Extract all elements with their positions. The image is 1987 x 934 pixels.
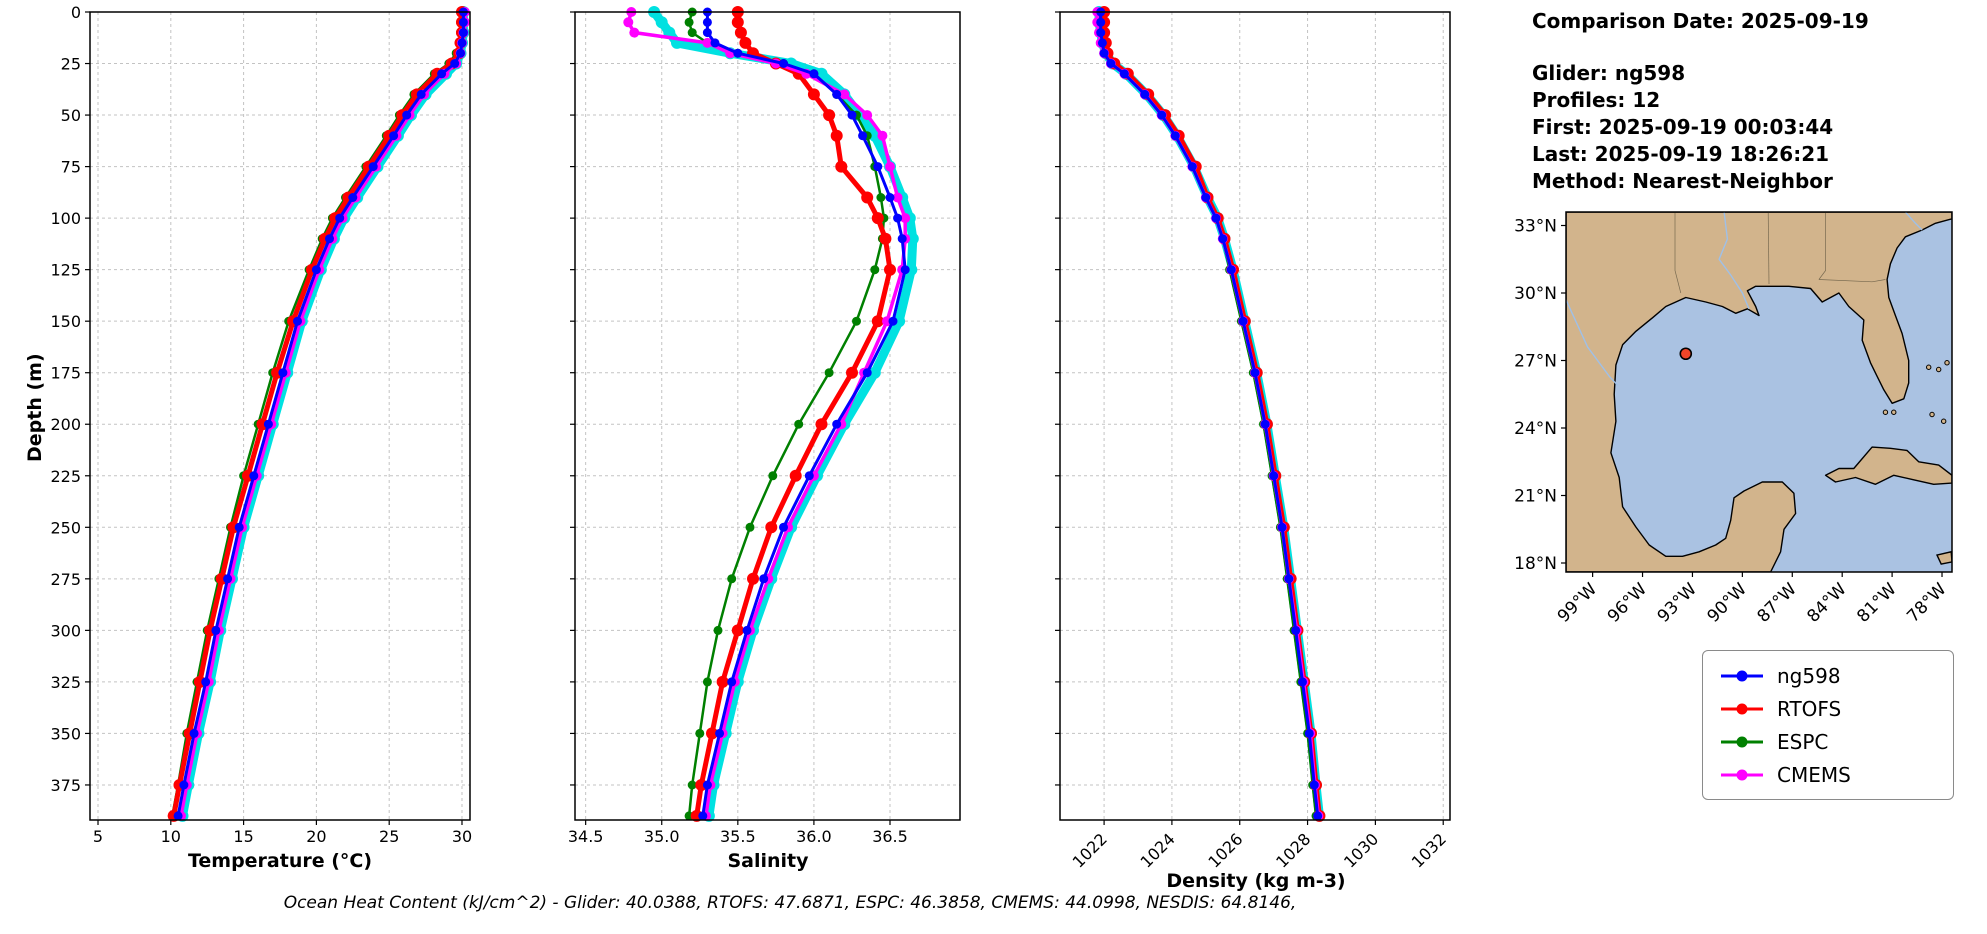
svg-text:1028: 1028	[1272, 829, 1314, 871]
info-spacer	[1532, 35, 1869, 60]
comparison-method: Method: Nearest-Neighbor	[1532, 169, 1833, 193]
svg-text:84°W: 84°W	[1803, 579, 1850, 626]
svg-text:5: 5	[93, 827, 103, 846]
x-axis-title-salinity: Salinity	[727, 850, 809, 872]
legend-item-espc: ESPC	[1719, 725, 1937, 758]
legend-label: ng598	[1777, 663, 1841, 688]
legend-label: CMEMS	[1777, 762, 1851, 787]
ohc-footer: Ocean Heat Content (kJ/cm^2) - Glider: 4…	[283, 893, 1297, 913]
svg-text:50: 50	[61, 106, 81, 125]
map-land-cuba	[1824, 446, 1952, 485]
density-panel: 1022 1024 1026 1028 1030 1032	[1055, 6, 1451, 872]
legend-marker-icon	[1721, 703, 1763, 714]
svg-text:20: 20	[306, 827, 326, 846]
svg-text:75: 75	[61, 158, 81, 177]
svg-text:81°W: 81°W	[1853, 579, 1900, 626]
series-espc	[1097, 10, 1318, 818]
svg-text:34.5: 34.5	[568, 827, 604, 846]
svg-text:36.0: 36.0	[796, 827, 832, 846]
svg-text:1030: 1030	[1340, 829, 1382, 871]
svg-text:125: 125	[50, 261, 81, 280]
map-land-jamaica	[1936, 550, 1952, 565]
glider-position-marker	[1679, 347, 1693, 361]
svg-text:100: 100	[50, 209, 81, 228]
svg-text:96°W: 96°W	[1604, 579, 1651, 626]
series-cmems	[1095, 10, 1321, 818]
series-rtofs	[1101, 9, 1322, 819]
svg-text:15: 15	[233, 827, 253, 846]
legend-item-ng598: ng598	[1719, 659, 1937, 692]
svg-text:21°N: 21°N	[1514, 487, 1557, 507]
svg-text:93°W: 93°W	[1654, 579, 1701, 626]
svg-text:87°W: 87°W	[1753, 579, 1800, 626]
svg-text:35.0: 35.0	[644, 827, 680, 846]
svg-text:275: 275	[50, 570, 81, 589]
svg-text:375: 375	[50, 776, 81, 795]
salinity-panel: 34.5 35.0 35.5 36.0 36.5	[568, 6, 961, 846]
legend-item-cmems: CMEMS	[1719, 758, 1937, 791]
svg-text:200: 200	[50, 415, 81, 434]
legend-label: ESPC	[1777, 729, 1829, 754]
first-profile-time: First: 2025-09-19 00:03:44	[1532, 115, 1834, 139]
svg-text:25: 25	[61, 55, 81, 74]
svg-text:33°N: 33°N	[1514, 217, 1557, 237]
last-profile-time: Last: 2025-09-19 18:26:21	[1532, 142, 1830, 166]
svg-text:0: 0	[71, 3, 81, 22]
temperature-panel: 5 10 15 20 25 3002550751001251501752002252502…	[50, 3, 472, 846]
svg-text:1024: 1024	[1137, 829, 1179, 871]
x-axis-title-density: Density (kg m-3)	[1166, 870, 1346, 892]
legend-marker-icon	[1721, 769, 1763, 780]
legend-label: RTOFS	[1777, 696, 1842, 721]
svg-text:325: 325	[50, 673, 81, 692]
svg-text:99°W: 99°W	[1554, 579, 1601, 626]
svg-text:1022: 1022	[1069, 829, 1111, 871]
svg-text:10: 10	[161, 827, 181, 846]
legend-marker-icon	[1721, 736, 1763, 747]
series-ng598	[176, 10, 465, 818]
legend-item-rtofs: RTOFS	[1719, 692, 1937, 725]
svg-text:30°N: 30°N	[1514, 284, 1557, 304]
x-axis-title-temperature: Temperature (°C)	[187, 850, 373, 872]
comparison-date: Comparison Date: 2025-09-19	[1532, 9, 1869, 33]
series-glider	[178, 7, 468, 821]
svg-text:1032: 1032	[1408, 829, 1450, 871]
svg-text:250: 250	[50, 518, 81, 537]
series-ng598	[1099, 10, 1320, 818]
comparison-info: Comparison Date: 2025-09-19 Glider: ng59…	[1532, 8, 1869, 195]
profiles-count: Profiles: 12	[1532, 88, 1661, 112]
svg-text:27°N: 27°N	[1514, 352, 1557, 372]
series-cmems	[179, 10, 467, 818]
svg-text:350: 350	[50, 724, 81, 743]
svg-text:150: 150	[50, 312, 81, 331]
svg-text:24°N: 24°N	[1514, 419, 1557, 439]
svg-text:78°W: 78°W	[1903, 579, 1950, 626]
map-land-mainland	[1566, 212, 1952, 572]
legend: ng598 RTOFS ESPC CMEMS	[1702, 650, 1954, 800]
svg-text:1026: 1026	[1204, 829, 1246, 871]
svg-text:300: 300	[50, 621, 81, 640]
series-glider	[1094, 7, 1324, 821]
series-ng598	[701, 10, 907, 818]
svg-text:35.5: 35.5	[720, 827, 756, 846]
glider-name: Glider: ng598	[1532, 61, 1686, 85]
svg-text:30: 30	[452, 827, 472, 846]
svg-text:225: 225	[50, 467, 81, 486]
y-axis-title-depth: Depth (m)	[24, 353, 46, 462]
gulf-map: 33°N 30°N 27°N 24°N 21°N 18°N 99°W 96°W 93°W 90°W…	[1514, 211, 1953, 627]
svg-text:25: 25	[379, 827, 399, 846]
legend-marker-icon	[1721, 670, 1763, 681]
svg-text:90°W: 90°W	[1704, 579, 1751, 626]
svg-text:36.5: 36.5	[872, 827, 908, 846]
series-rtofs	[171, 9, 465, 819]
svg-text:175: 175	[50, 364, 81, 383]
svg-text:18°N: 18°N	[1514, 554, 1557, 574]
